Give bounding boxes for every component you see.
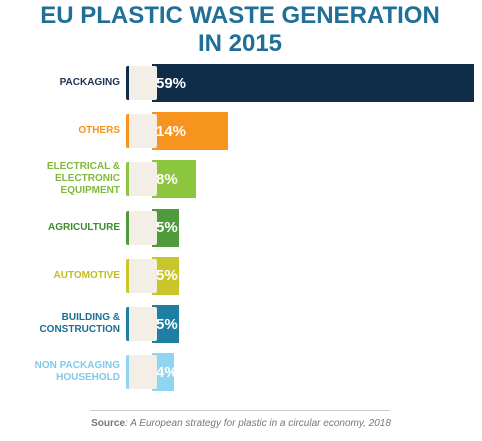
category-icon [126,210,157,245]
category-icon [126,307,157,341]
category-label: OTHERS [78,125,120,137]
value-label: 5% [156,267,178,285]
source-label: Source [91,418,126,429]
bar [152,112,229,151]
divider [90,410,390,411]
source: Source: A European strategy for plastic … [0,418,482,429]
category-label: AUTOMOTIVE [53,269,120,281]
category-icon [126,162,157,197]
value-label: 4% [156,363,178,381]
category-label: NON PACKAGING HOUSEHOLD [34,360,120,384]
category-label: AGRICULTURE [47,221,120,233]
source-text: : A European strategy for plastic in a c… [125,418,391,429]
bar [152,353,174,392]
category-label: PACKAGING [59,77,120,88]
category-label: BUILDING & CONSTRUCTION [39,312,120,335]
bar [152,64,474,102]
value-label: 5% [156,219,178,237]
category-icon [126,355,157,390]
category-icon [126,258,157,293]
category-icon [126,66,157,100]
bar [152,160,196,199]
category-label: ELECTRICAL & ELECTRONIC EQUIPMENT [46,161,120,197]
value-label: 8% [156,170,178,188]
chart-title: EU PLASTIC WASTE GENERATION IN 2015 [40,2,440,57]
value-label: 5% [156,315,178,333]
value-label: 59% [156,74,187,92]
category-icon [126,114,157,149]
value-label: 14% [156,122,187,140]
